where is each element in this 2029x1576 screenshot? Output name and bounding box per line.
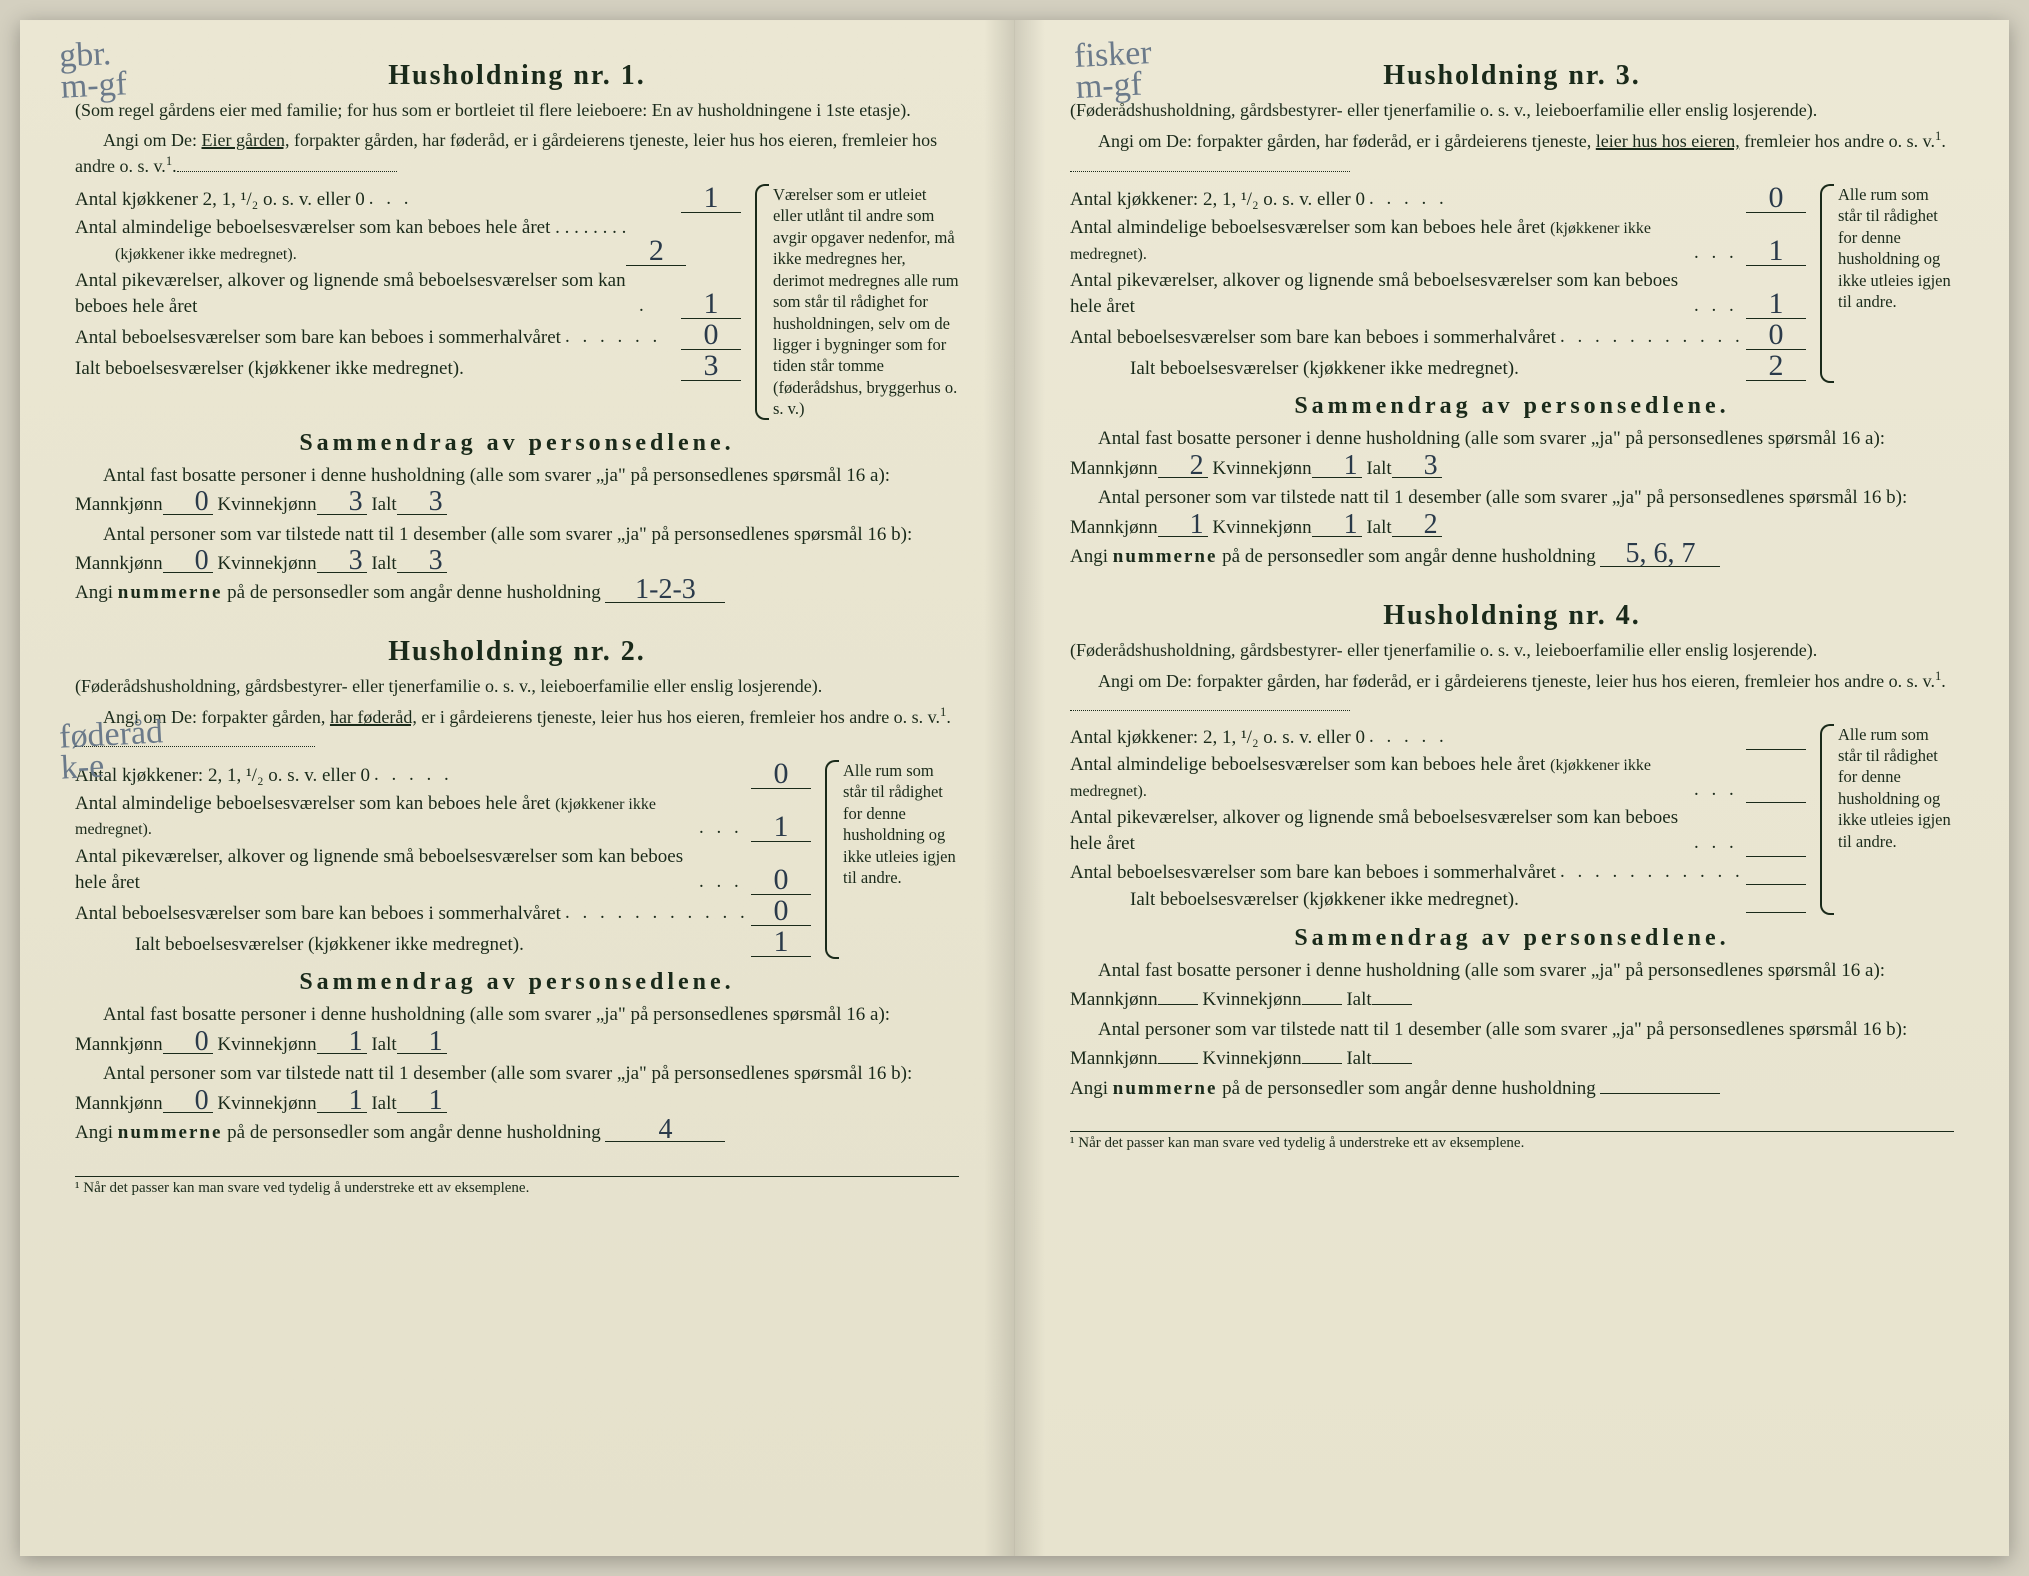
h2-sidenote: Alle rum som står til rådighet for denne… <box>829 760 959 960</box>
h3-sub2: Angi om De: forpakter gården, har føderå… <box>1070 128 1954 178</box>
h2-sammen-p3: Angi nummerne på de personsedler som ang… <box>75 1118 959 1147</box>
h3-sammen-p2: Antal personer som var tilstede natt til… <box>1070 483 1954 542</box>
h4-sub1: (Føderådshusholdning, gårdsbestyrer- ell… <box>1070 638 1954 662</box>
h3-title: Husholdning nr. 3. <box>1070 60 1954 92</box>
h3-sidenote: Alle rum som står til rådighet for denne… <box>1824 184 1954 384</box>
h3-rows: Antal kjøkkener: 2, 1, ¹/₂ o. s. v. elle… <box>1070 184 1806 384</box>
h1-sammen-title: Sammendrag av personsedlene. <box>75 430 959 457</box>
h4-sidenote: Alle rum som står til rådighet for denne… <box>1824 724 1954 915</box>
h4-sub2: Angi om De: forpakter gården, har føderå… <box>1070 668 1954 718</box>
h1-sub1: (Som regel gårdens eier med familie; for… <box>75 98 959 122</box>
h1-sammen-p1: Antal fast bosatte personer i denne hush… <box>75 461 959 520</box>
h1-sammen-p2: Antal personer som var tilstede natt til… <box>75 520 959 579</box>
h4-sammen-p2: Antal personer som var tilstede natt til… <box>1070 1015 1954 1074</box>
h1-title: Husholdning nr. 1. <box>75 60 959 92</box>
h1-total-val: 3 <box>681 352 741 381</box>
household-1: Husholdning nr. 1. (Som regel gårdens ei… <box>75 60 959 608</box>
h2-sammen-p2: Antal personer som var tilstede natt til… <box>75 1059 959 1118</box>
h1-rows: Antal kjøkkener 2, 1, ¹/₂ o. s. v. eller… <box>75 184 741 420</box>
h3-sammen-title: Sammendrag av personsedlene. <box>1070 393 1954 420</box>
pencil-annotation-2: føderådk-e <box>58 717 165 784</box>
h2-sammen-title: Sammendrag av personsedlene. <box>75 969 959 996</box>
h3-sub1: (Føderådshusholdning, gårdsbestyrer- ell… <box>1070 98 1954 122</box>
household-2: Husholdning nr. 2. (Føderådshusholdning,… <box>75 636 959 1148</box>
household-3: Husholdning nr. 3. (Føderådshusholdning,… <box>1070 60 1954 572</box>
pencil-annotation-1: gbr.m-gf <box>58 38 127 103</box>
right-page: fiskerm-gf Husholdning nr. 3. (Føderådsh… <box>1015 20 2009 1556</box>
h4-sammen-title: Sammendrag av personsedlene. <box>1070 925 1954 952</box>
h2-title: Husholdning nr. 2. <box>75 636 959 668</box>
h1-maidroom-val: 1 <box>681 290 741 319</box>
h3-sammen-p3: Angi nummerne på de personsedler som ang… <box>1070 542 1954 571</box>
h4-title: Husholdning nr. 4. <box>1070 600 1954 632</box>
h4-rows: Antal kjøkkener: 2, 1, ¹/₂ o. s. v. elle… <box>1070 724 1806 915</box>
left-page: gbr.m-gf Husholdning nr. 1. (Som regel g… <box>20 20 1015 1556</box>
h1-rooms-val: 2 <box>626 237 686 266</box>
h1-sub2: Angi om De: Eier gården, forpakter gårde… <box>75 128 959 178</box>
h1-summer-val: 0 <box>681 321 741 350</box>
left-footnote: ¹ Når det passer kan man svare ved tydel… <box>75 1176 959 1197</box>
h1-sammen-p3: Angi nummerne på de personsedler som ang… <box>75 578 959 607</box>
h2-sammen-p1: Antal fast bosatte personer i denne hush… <box>75 1000 959 1059</box>
h2-rows: Antal kjøkkener: 2, 1, ¹/₂ o. s. v. elle… <box>75 760 811 960</box>
h2-sub1: (Føderådshusholdning, gårdsbestyrer- ell… <box>75 674 959 698</box>
document-spread: gbr.m-gf Husholdning nr. 1. (Som regel g… <box>20 20 2009 1556</box>
household-4: Husholdning nr. 4. (Føderådshusholdning,… <box>1070 600 1954 1104</box>
h3-sammen-p1: Antal fast bosatte personer i denne hush… <box>1070 424 1954 483</box>
h1-sidenote: Værelser som er utleiet eller utlånt til… <box>759 184 959 420</box>
right-footnote: ¹ Når det passer kan man svare ved tydel… <box>1070 1131 1954 1152</box>
h4-sammen-p3: Angi nummerne på de personsedler som ang… <box>1070 1074 1954 1103</box>
h4-sammen-p1: Antal fast bosatte personer i denne hush… <box>1070 956 1954 1015</box>
h1-kitchen-val: 1 <box>681 184 741 213</box>
pencil-annotation-3: fiskerm-gf <box>1073 38 1154 103</box>
h2-sub2: Angi om De: forpakter gården, har føderå… <box>75 704 959 754</box>
